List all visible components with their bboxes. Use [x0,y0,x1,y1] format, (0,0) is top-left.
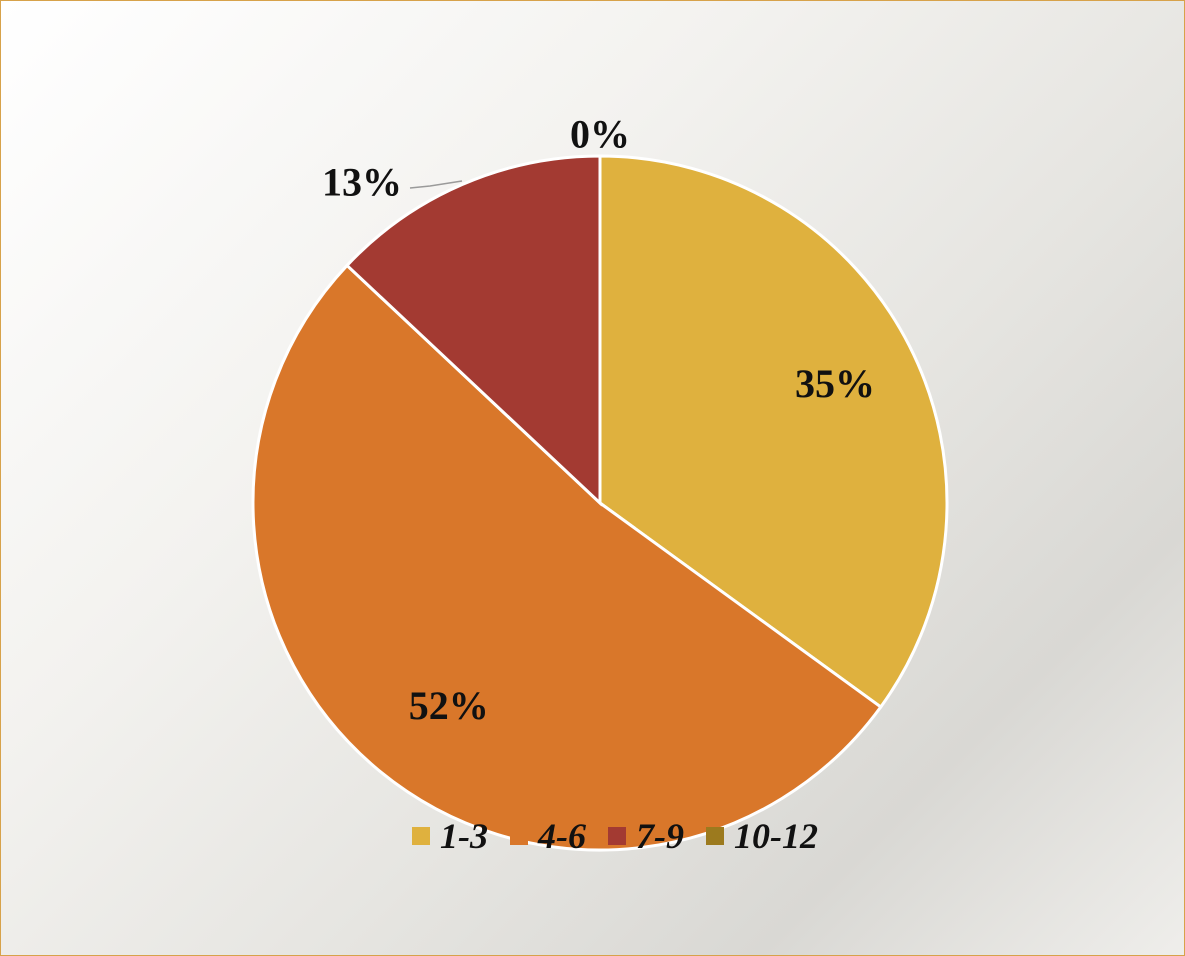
legend-swatch [412,827,430,845]
legend-swatch [510,827,528,845]
pie-slice-1-3 [598,154,949,710]
data-label-4-6: 52% [409,683,489,728]
data-label-1-3: 35% [795,361,875,406]
legend-label: 10-12 [734,816,818,856]
leader-line-7-9 [409,180,463,189]
legend-item-10-12: 10-12 [706,815,818,857]
data-label-7-9: 13% [322,160,402,205]
pie-slices [251,154,949,852]
data-labels: 35% 52% 13% 0% [322,112,875,729]
legend-swatch [608,827,626,845]
legend-label: 1-3 [440,816,488,856]
data-label-10-12: 0% [570,112,630,157]
legend-item-1-3: 1-3 [412,815,488,857]
legend-label: 4-6 [538,816,586,856]
legend-swatch [706,827,724,845]
leader-lines [409,180,463,189]
legend-item-7-9: 7-9 [608,815,684,857]
pie-slice-7-9 [344,154,602,507]
legend-item-4-6: 4-6 [510,815,586,857]
legend: 1-3 4-6 7-9 10-12 [0,810,1185,862]
pie-slice-4-6 [251,263,883,852]
legend-label: 7-9 [636,816,684,856]
